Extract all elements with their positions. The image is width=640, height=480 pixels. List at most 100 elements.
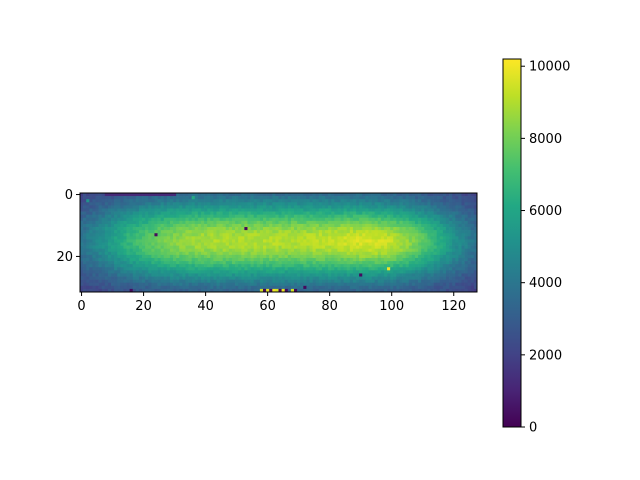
heatmap-cell [356,227,360,231]
heatmap-cell [275,261,279,265]
heatmap-cell [433,193,438,197]
heatmap-cell [287,196,292,200]
heatmap-cell [262,285,267,290]
heatmap-cell [238,202,242,206]
heatmap-cell [281,276,286,280]
heatmap-cell [449,233,453,237]
heatmap-cell [120,254,124,259]
heatmap-cell [129,217,134,222]
heatmap-cell [197,227,202,231]
heatmap-cell [427,233,431,237]
heatmap-cell [414,202,419,206]
heatmap-cell [200,251,205,256]
heatmap-cell [185,282,189,287]
heatmap-cell [166,202,171,206]
heatmap-cell [228,264,233,268]
heatmap-cell [337,273,341,277]
heatmap-cell [188,223,192,228]
heatmap-cell [309,208,313,212]
heatmap-cell [287,270,292,274]
heatmap-cell [95,205,99,209]
heatmap-cell [185,248,189,253]
heatmap-cell [204,230,208,234]
heatmap-cell [182,217,186,222]
heatmap-cell [219,193,224,197]
heatmap-cell [142,242,146,246]
heatmap-cell [98,245,103,250]
heatmap-cell [83,267,87,271]
heatmap-cell [281,233,286,237]
heatmap-cell [312,285,317,290]
heatmap-cell [250,202,255,206]
heatmap-cell [402,279,407,284]
heatmap-cell [284,282,289,287]
heatmap-cell [284,217,289,222]
heatmap-cell [390,223,394,228]
heatmap-cell [114,208,118,212]
heatmap-cell [247,267,251,271]
heatmap-cell [163,285,168,290]
heatmap-cell [129,251,134,256]
heatmap-cell [244,273,248,277]
heatmap-cell [368,205,372,209]
heatmap-cell [309,196,313,200]
x-tick-label: 40 [197,299,214,314]
heatmap-cell [352,267,357,271]
heatmap-cell [334,202,338,206]
heatmap-cell [126,257,130,262]
heatmap-cell [380,208,385,212]
heatmap-cell [281,282,286,287]
heatmap-cell [216,205,220,209]
heatmap-cell [145,230,149,234]
heatmap-cell [238,208,242,212]
heatmap-cell [83,193,87,197]
heatmap-cell [132,273,137,277]
heatmap-cell [197,214,202,219]
heatmap-cell [281,196,286,200]
heatmap-cell [352,276,357,280]
heatmap-cell [359,257,363,262]
heatmap-cell [287,257,292,262]
heatmap-cell [104,273,109,277]
heatmap-cell [315,196,320,200]
heatmap-cell [281,285,286,290]
heatmap-cell [309,220,313,225]
heatmap-cell [306,261,310,265]
heatmap-cell [92,279,96,284]
heatmap-cell [120,267,124,271]
heatmap-cell [393,239,397,243]
colorbar-tick-label: 6000 [529,204,562,219]
heatmap-cell [377,196,382,200]
heatmap-cell [470,267,475,271]
heatmap-cell [424,285,428,290]
heatmap-cell [470,279,475,284]
heatmap-cell [284,267,289,271]
heatmap-cell [222,245,227,250]
heatmap-cell [98,230,103,234]
heatmap-cell [349,276,354,280]
heatmap-cell [356,205,360,209]
heatmap-cell [107,242,112,246]
heatmap-cell [461,233,465,237]
heatmap-cell [120,273,124,277]
heatmap-cell [380,270,385,274]
heatmap-cell [154,288,158,293]
heatmap-cell [200,242,205,246]
heatmap-cell [321,227,326,231]
heatmap-cell [126,254,130,259]
heatmap-cell [418,208,422,212]
heatmap-cell [371,282,375,287]
heatmap-cell [238,254,242,259]
heatmap-cell [290,251,295,256]
heatmap-cell [368,230,372,234]
heatmap-cell [427,220,431,225]
heatmap-cell [356,257,360,262]
heatmap-cell [414,254,419,259]
heatmap-cell [154,273,158,277]
heatmap-cell [368,261,372,265]
heatmap-cell [340,267,344,271]
heatmap-cell [278,199,282,203]
heatmap-cell [318,193,323,197]
heatmap-cell [117,239,121,243]
heatmap-cell [111,261,115,265]
